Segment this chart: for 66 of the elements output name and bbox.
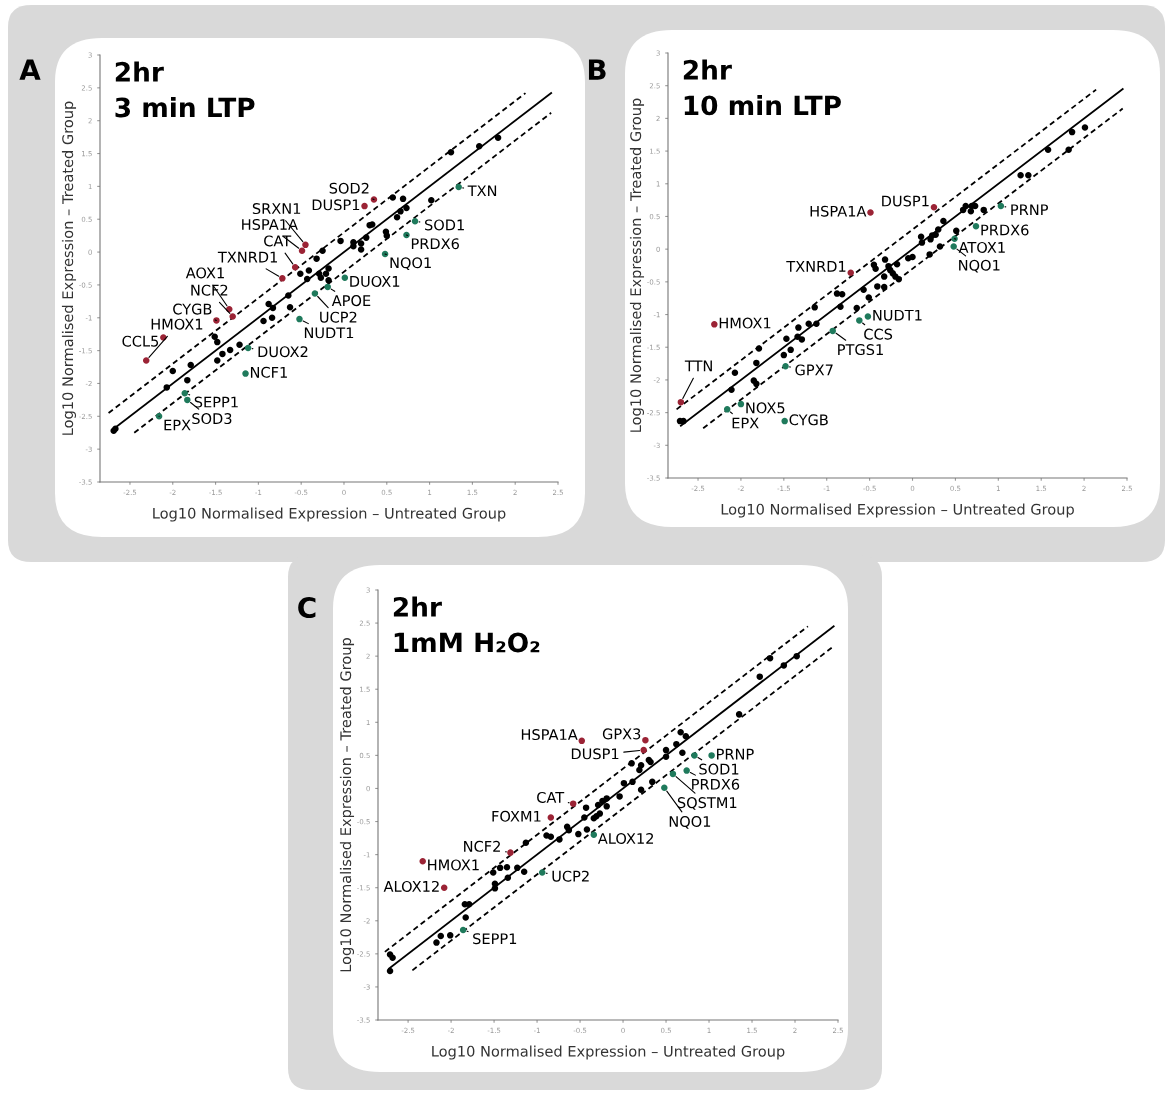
annotation: NQO1 <box>959 259 1000 273</box>
annotation: PRNP <box>1011 204 1049 216</box>
annotation: NUDT1 <box>304 327 354 339</box>
annotation: DUOX2 <box>258 346 308 358</box>
text: C <box>298 597 316 619</box>
annotation: DUSP1 <box>882 195 929 207</box>
x-axis-title: Log10 Normalised Expression – Untreated Group <box>721 503 1074 518</box>
annotation: PRDX6 <box>411 238 459 250</box>
y-axis-title: Log10 Normalised Expression – Treated Group <box>61 101 77 435</box>
annotation: DUSP1 <box>571 748 619 760</box>
x-axis-title: Log10 Normalised Expression – Untreated Group <box>432 1045 785 1060</box>
annotation: SEPP1 <box>473 933 517 945</box>
annotation: GPX3 <box>602 728 641 740</box>
text: 2hr 10 min LTP <box>683 59 841 116</box>
annotation: UCP2 <box>552 870 589 882</box>
annotation: DUSP1 <box>312 199 360 211</box>
text: 2hr 3 min LTP <box>115 61 255 118</box>
annotation: HMOX1 <box>719 317 771 329</box>
text: A <box>19 59 41 80</box>
annotation: PRDX6 <box>981 224 1029 236</box>
annotation: UCP2 <box>320 311 357 323</box>
annotation: NCF2 <box>464 840 500 852</box>
annotation: TXN <box>467 185 497 197</box>
annotation: PRNP <box>717 748 754 760</box>
annotation: EPX <box>164 419 191 431</box>
text: 2hr 1mM H₂O₂ <box>393 596 540 653</box>
annotation: FOXM1 <box>492 810 541 822</box>
annotation: CAT <box>264 235 292 247</box>
annotation: CYGB <box>173 303 212 315</box>
annotation: SOD1 <box>425 219 464 231</box>
annotation: NQO1 <box>390 257 431 270</box>
annotation: NUDT1 <box>873 309 922 321</box>
annotation: NCF1 <box>250 366 287 378</box>
annotation: CCS <box>864 328 893 340</box>
annotation: HSPA1A <box>810 205 867 217</box>
annotation: TTN <box>684 360 712 372</box>
annotation: TXNRD1 <box>217 251 277 263</box>
annotation: CYGB <box>789 414 828 426</box>
annotation: AOX1 <box>185 267 224 279</box>
annotation: HMOX1 <box>151 318 203 330</box>
annotation: ALOX12 <box>597 832 654 844</box>
annotation: HMOX1 <box>428 859 479 871</box>
annotation: TXNRD1 <box>786 261 846 272</box>
annotation: HSPA1A <box>521 729 578 741</box>
x-axis-title: Log10 Normalised Expression – Untreated Group <box>153 507 506 522</box>
annotation: SOD3 <box>192 413 232 425</box>
y-axis-title: Log10 Normalised Expression – Treated Group <box>339 638 355 972</box>
annotation: ALOX12 <box>383 880 439 892</box>
annotation: SQSTM1 <box>677 797 737 810</box>
annotation: APOE <box>331 295 371 307</box>
annotation: GPX7 <box>795 364 833 376</box>
annotation: SOD1 <box>699 763 739 775</box>
y-axis-title: Log10 Normalised Expression – Treated Group <box>629 98 645 432</box>
annotation: PRDX6 <box>692 778 740 790</box>
annotation: EPX <box>732 417 759 429</box>
annotation: CAT <box>537 791 565 803</box>
annotation: NOX5 <box>746 402 785 414</box>
annotation: SEPP1 <box>194 396 238 408</box>
annotation: SOD2 <box>329 182 369 194</box>
text: B <box>588 59 606 80</box>
annotation: PTGS1 <box>838 344 883 356</box>
annotation: ATOX1 <box>958 241 1005 253</box>
annotation: CCL5 <box>122 335 159 347</box>
annotation: DUOX1 <box>350 275 400 287</box>
annotation: SRXN1 <box>252 203 301 215</box>
annotation: NQO1 <box>669 816 711 829</box>
